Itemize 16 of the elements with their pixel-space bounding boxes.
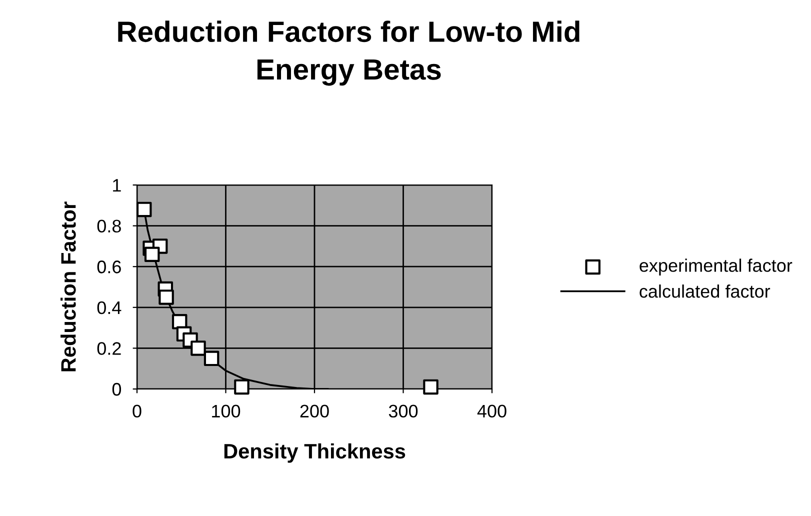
y-tick-label: 0.2 [97,342,121,355]
x-tick-label: 300 [388,404,418,418]
y-axis-title: Reduction Factor [60,202,76,372]
y-tick-label: 0.8 [97,220,121,233]
x-tick-label: 0 [132,404,142,418]
x-tick-label: 400 [477,404,506,418]
x-tick-label: 200 [300,404,329,418]
y-tick-label: 0 [112,382,122,396]
y-tick-label: 0.4 [97,301,122,314]
legend-label: calculated factor [640,284,770,298]
x-tick-label: 100 [212,404,240,418]
x-axis-title: Density Thickness [224,443,406,463]
legend-label: experimental factor [640,258,792,276]
y-tick-label: 1 [113,179,121,192]
y-tick-label: 0.6 [97,260,121,274]
chart-title: Reduction Factors for Low-to Mid Energy Betas [118,20,580,86]
